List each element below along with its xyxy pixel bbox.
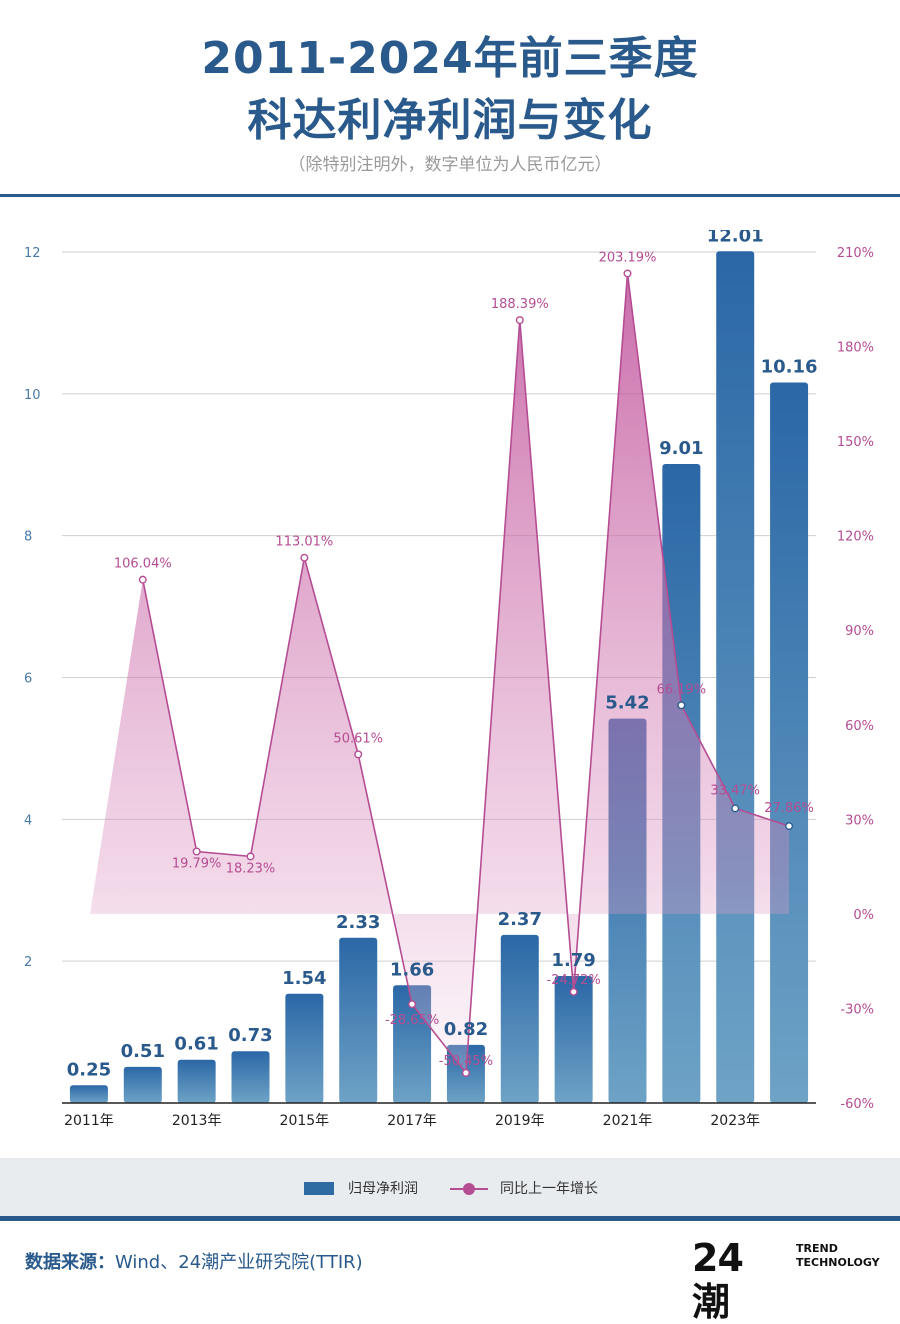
bar-value-label: 1.79	[551, 950, 595, 971]
legend-line-swatch	[450, 1182, 488, 1195]
y-left-tick-label: 4	[24, 813, 32, 828]
logo-mark: 24潮	[692, 1236, 744, 1324]
source-label: 数据来源：	[25, 1252, 115, 1273]
x-tick-label: 2021年	[603, 1113, 653, 1129]
bar-2011	[69, 1085, 108, 1103]
bar-2023	[716, 251, 755, 1103]
bar-value-label: 2.37	[498, 909, 542, 930]
x-tick-label: 2011年	[64, 1113, 114, 1129]
growth-point-2012	[138, 575, 147, 584]
legend-label-growth: 同比上一年增长	[500, 1181, 598, 1197]
legend-bar-swatch	[304, 1181, 334, 1195]
bar-value-label: 0.61	[174, 1034, 218, 1055]
bar-value-label: 0.82	[444, 1019, 488, 1040]
bar-value-label: 2.33	[336, 912, 380, 933]
bar-value-label: 1.66	[390, 959, 434, 980]
growth-value-label: 203.19%	[599, 250, 657, 265]
bar-2024	[770, 382, 809, 1103]
bar-2012	[123, 1066, 162, 1103]
top-divider	[0, 194, 900, 197]
bar-value-label: 5.42	[605, 693, 649, 714]
y-right-tick-label: 120%	[837, 530, 874, 545]
y-right-tick-label: -60%	[840, 1097, 874, 1112]
bar-value-label: 1.54	[282, 968, 326, 989]
x-tick-label: 2017年	[387, 1113, 437, 1129]
bar-value-label: 0.51	[121, 1041, 165, 1062]
y-right-tick-label: 60%	[845, 719, 874, 734]
growth-point-2024	[785, 822, 794, 831]
chart-title-line2: 科达利净利润与变化	[247, 95, 653, 146]
bar-value-label: 0.73	[228, 1025, 272, 1046]
growth-point-2018	[461, 1068, 470, 1077]
growth-point-2021	[623, 269, 632, 278]
legend-label-profit: 归母净利润	[348, 1181, 418, 1197]
logo-line1: TREND	[796, 1242, 838, 1255]
growth-point-2013	[192, 847, 201, 856]
bar-2016	[339, 937, 378, 1103]
bar-2014	[231, 1051, 270, 1103]
y-left-tick-label: 8	[24, 530, 32, 545]
growth-value-label: 113.01%	[275, 535, 333, 550]
growth-point-2022	[677, 701, 686, 710]
source-text: Wind、24潮产业研究院(TTIR)	[115, 1252, 363, 1273]
y-left-tick-label: 2	[24, 955, 32, 970]
y-right-tick-label: 90%	[845, 624, 874, 639]
bar-2020	[554, 976, 593, 1103]
chart-title-line1: 2011-2024年前三季度	[201, 33, 699, 84]
bar-2015	[285, 993, 324, 1103]
growth-value-label: -50.45%	[439, 1054, 493, 1069]
legend: 归母净利润 同比上一年增长	[0, 1158, 900, 1216]
growth-point-2020	[569, 987, 578, 996]
growth-value-label: 50.61%	[333, 731, 383, 746]
y-right-tick-label: 30%	[845, 813, 874, 828]
combo-chart: 2 4 6 8 10 12 -60% -30% 0% 30% 60% 90% 120% 150% 180% 2…	[24, 230, 874, 1129]
y-right-tick-label: 210%	[837, 246, 874, 261]
growth-point-2019	[515, 316, 524, 325]
growth-value-label: 66.19%	[657, 682, 707, 697]
x-tick-label: 2023年	[710, 1113, 760, 1129]
x-tick-label: 2015年	[280, 1113, 330, 1129]
growth-value-label: 19.79%	[172, 857, 222, 872]
logo-line2: TECHNOLOGY	[796, 1256, 880, 1269]
legend-item-profit[interactable]: 归母净利润	[304, 1178, 418, 1198]
growth-point-2017	[408, 1000, 417, 1009]
growth-value-label: -24.72%	[547, 973, 601, 988]
x-tick-label: 2013年	[172, 1113, 222, 1129]
growth-value-label: -28.65%	[385, 1013, 439, 1028]
bar-value-label: 9.01	[659, 438, 703, 459]
growth-value-label: 33.47%	[710, 783, 760, 798]
growth-value-label: 27.86%	[764, 801, 814, 816]
y-right-tick-label: 180%	[837, 341, 874, 356]
data-source: 数据来源：Wind、24潮产业研究院(TTIR)	[25, 1248, 363, 1274]
growth-point-2014	[246, 852, 255, 861]
bottom-divider	[0, 1216, 900, 1221]
x-tick-label: 2019年	[495, 1113, 545, 1129]
bar-2013	[177, 1059, 216, 1103]
y-left-tick-label: 12	[24, 246, 41, 261]
bar-value-label: 12.01	[707, 230, 764, 246]
growth-value-label: 18.23%	[226, 861, 276, 876]
growth-area	[90, 273, 790, 1073]
growth-value-label: 188.39%	[491, 297, 549, 312]
y-left-tick-label: 6	[24, 672, 32, 687]
y-right-tick-label: 0%	[853, 908, 874, 923]
growth-point-2016	[354, 750, 363, 759]
chart-subtitle: （除特别注明外，数字单位为人民币亿元）	[288, 155, 612, 175]
y-right-tick-label: -30%	[840, 1002, 874, 1017]
growth-point-2023	[731, 804, 740, 813]
growth-point-2015	[300, 553, 309, 562]
bar-2019	[500, 934, 539, 1103]
y-right-tick-label: 150%	[837, 435, 874, 450]
legend-item-growth[interactable]: 同比上一年增长	[450, 1178, 598, 1198]
growth-value-label: 106.04%	[114, 557, 172, 572]
bar-value-label: 0.25	[67, 1059, 111, 1080]
bar-value-label: 10.16	[761, 356, 818, 377]
logo-wordmark: TREND TECHNOLOGY	[796, 1242, 886, 1270]
y-left-tick-label: 10	[24, 388, 41, 403]
